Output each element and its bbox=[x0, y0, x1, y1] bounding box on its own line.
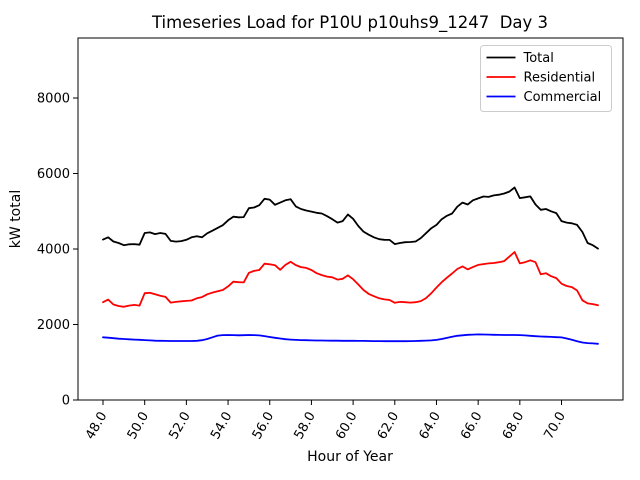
x-tick-label: 64.0 bbox=[416, 410, 443, 443]
x-axis-ticks: 48.0 50.0 52.0 54.0 56.0 58.0 60.0 62.0 64.0 66.0… bbox=[83, 400, 569, 442]
x-axis-label: Hour of Year bbox=[307, 449, 393, 465]
x-tick-label: 52.0 bbox=[166, 410, 193, 443]
y-axis-label: kW total bbox=[8, 190, 24, 248]
x-tick-label: 62.0 bbox=[375, 410, 402, 443]
series-line-commercial bbox=[102, 333, 599, 345]
legend-label-total: Total bbox=[523, 51, 554, 66]
x-tick-label: 66.0 bbox=[458, 410, 485, 443]
series-line-residential bbox=[102, 251, 599, 308]
series-lines bbox=[102, 186, 599, 345]
legend-box bbox=[480, 45, 612, 112]
axes-border bbox=[77, 37, 624, 401]
x-tick-label: 54.0 bbox=[208, 410, 235, 443]
y-tick-label: 6000 bbox=[37, 167, 70, 182]
y-tick-label: 2000 bbox=[37, 318, 70, 333]
legend-entries: Total Residential Commercial bbox=[486, 51, 602, 105]
legend-label-residential: Residential bbox=[524, 71, 596, 86]
series-line-total bbox=[102, 186, 599, 250]
x-tick-label: 50.0 bbox=[125, 410, 152, 443]
x-tick-label: 70.0 bbox=[542, 410, 569, 443]
x-tick-label: 56.0 bbox=[250, 410, 277, 443]
y-axis-ticks: 0 2000 4000 6000 8000 bbox=[37, 92, 78, 409]
x-tick-label: 60.0 bbox=[333, 410, 360, 443]
x-tick-label: 68.0 bbox=[500, 410, 527, 443]
legend-label-commercial: Commercial bbox=[524, 90, 602, 105]
y-tick-label: 8000 bbox=[37, 92, 70, 107]
x-tick-label: 48.0 bbox=[83, 410, 110, 443]
y-tick-label: 0 bbox=[62, 394, 70, 409]
legend: Total Residential Commercial bbox=[480, 45, 612, 112]
y-tick-label: 4000 bbox=[37, 243, 70, 258]
chart-title: Timeseries Load for P10U p10uhs9_1247 Da… bbox=[151, 13, 548, 33]
x-tick-label: 58.0 bbox=[291, 410, 318, 443]
